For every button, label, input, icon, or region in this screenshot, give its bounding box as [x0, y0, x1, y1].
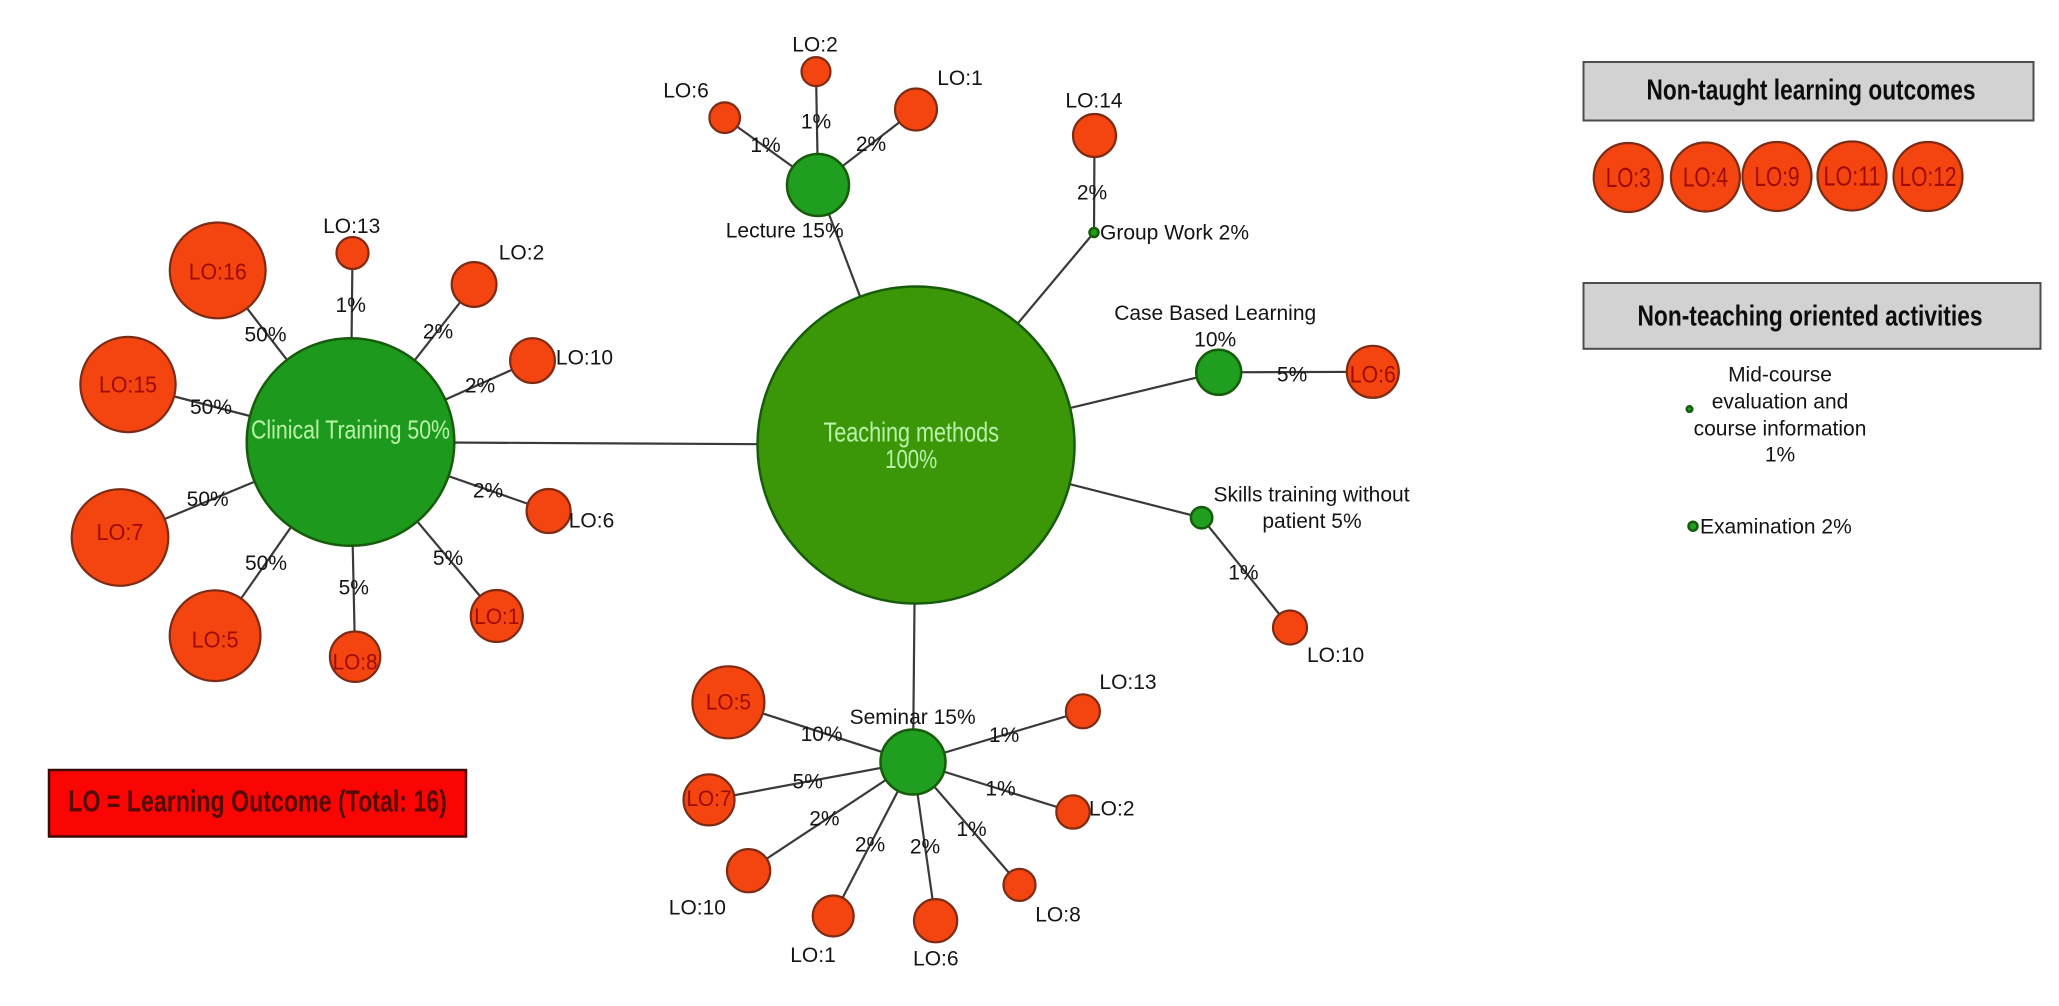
svg-text:patient 5%: patient 5%: [1262, 510, 1361, 533]
svg-text:LO:15: LO:15: [99, 371, 157, 397]
svg-text:LO:8: LO:8: [1035, 904, 1081, 927]
svg-text:Mid-course: Mid-course: [1728, 364, 1832, 387]
svg-text:1%: 1%: [956, 818, 986, 841]
svg-text:2%: 2%: [855, 834, 885, 857]
svg-text:50%: 50%: [244, 323, 286, 346]
svg-text:LO:5: LO:5: [192, 627, 239, 653]
svg-text:LO:13: LO:13: [323, 215, 380, 238]
svg-text:LO:6: LO:6: [569, 509, 615, 532]
svg-text:2%: 2%: [856, 133, 886, 156]
svg-text:2%: 2%: [465, 375, 495, 398]
svg-text:LO = Learning Outcome (Total:: LO = Learning Outcome (Total: 16): [68, 784, 447, 819]
svg-text:LO:8: LO:8: [333, 650, 378, 675]
svg-text:LO:10: LO:10: [1307, 644, 1364, 667]
svg-text:LO:9: LO:9: [1755, 161, 1800, 192]
svg-text:1%: 1%: [801, 110, 831, 133]
svg-text:LO:7: LO:7: [97, 519, 144, 545]
svg-text:LO:3: LO:3: [1606, 162, 1651, 193]
svg-text:Skills training without: Skills training without: [1213, 484, 1409, 507]
svg-text:Lecture 15%: Lecture 15%: [726, 219, 844, 242]
svg-text:2%: 2%: [473, 479, 503, 502]
svg-text:LO:6: LO:6: [663, 79, 709, 102]
svg-text:LO:14: LO:14: [1065, 89, 1123, 112]
svg-text:2%: 2%: [423, 320, 453, 343]
svg-text:LO:16: LO:16: [189, 259, 247, 285]
svg-text:LO:1: LO:1: [937, 67, 983, 90]
svg-text:Examination 2%: Examination 2%: [1700, 516, 1852, 539]
svg-text:1%: 1%: [1765, 443, 1795, 466]
svg-text:evaluation and: evaluation and: [1712, 390, 1849, 413]
svg-text:LO:2: LO:2: [1089, 797, 1135, 820]
svg-text:Non-taught learning outcomes: Non-taught learning outcomes: [1647, 75, 1976, 107]
svg-text:LO:12: LO:12: [1900, 161, 1957, 192]
svg-text:Case Based Learning: Case Based Learning: [1114, 302, 1316, 325]
svg-text:50%: 50%: [245, 552, 287, 575]
svg-text:LO:5: LO:5: [706, 689, 751, 714]
svg-text:2%: 2%: [809, 807, 839, 830]
svg-text:1%: 1%: [989, 724, 1019, 747]
svg-text:50%: 50%: [187, 488, 229, 511]
svg-text:1%: 1%: [985, 778, 1015, 801]
svg-text:5%: 5%: [339, 576, 369, 599]
svg-text:1%: 1%: [1228, 562, 1258, 585]
svg-text:LO:6: LO:6: [913, 948, 959, 971]
svg-text:5%: 5%: [433, 547, 463, 570]
svg-text:LO:1: LO:1: [474, 604, 519, 629]
svg-text:1%: 1%: [750, 134, 780, 157]
svg-text:LO:11: LO:11: [1824, 161, 1881, 192]
svg-text:5%: 5%: [793, 771, 823, 794]
svg-text:5%: 5%: [1277, 363, 1307, 386]
svg-text:LO:2: LO:2: [499, 241, 545, 264]
svg-text:LO:13: LO:13: [1099, 671, 1156, 694]
svg-text:2%: 2%: [1077, 181, 1107, 204]
svg-text:Clinical Training 50%: Clinical Training 50%: [251, 415, 450, 445]
svg-text:Teaching methods: Teaching methods: [823, 417, 999, 448]
svg-text:Group Work 2%: Group Work 2%: [1100, 221, 1249, 244]
svg-text:2%: 2%: [910, 835, 940, 858]
svg-text:Seminar 15%: Seminar 15%: [850, 706, 976, 729]
svg-text:10%: 10%: [801, 723, 843, 746]
svg-text:Non-teaching oriented activiti: Non-teaching oriented activities: [1638, 301, 1983, 333]
svg-text:100%: 100%: [885, 444, 937, 474]
svg-text:LO:1: LO:1: [790, 944, 836, 967]
svg-text:LO:10: LO:10: [669, 897, 726, 920]
svg-text:50%: 50%: [190, 396, 232, 419]
svg-text:LO:2: LO:2: [792, 33, 838, 56]
svg-text:LO:7: LO:7: [687, 786, 732, 811]
svg-text:LO:10: LO:10: [556, 346, 613, 369]
svg-text:10%: 10%: [1194, 328, 1236, 351]
svg-text:course information: course information: [1694, 417, 1867, 440]
svg-text:LO:6: LO:6: [1350, 361, 1396, 388]
svg-text:1%: 1%: [336, 294, 366, 317]
svg-text:LO:4: LO:4: [1683, 162, 1728, 193]
